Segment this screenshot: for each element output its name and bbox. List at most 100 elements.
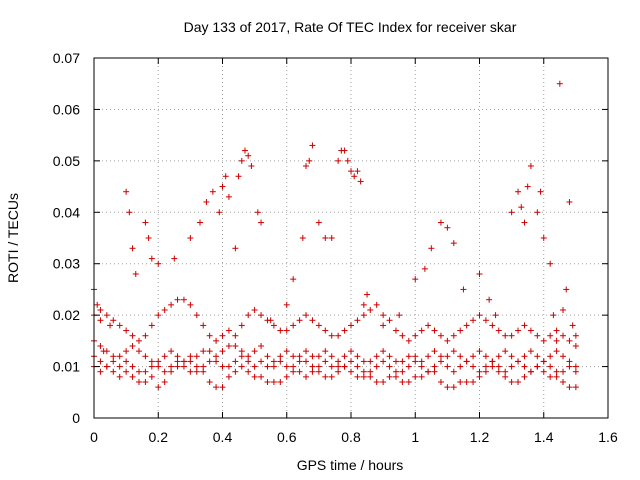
data-point [380, 358, 387, 365]
x-tick-label: 1.2 [470, 429, 490, 445]
data-point [123, 327, 130, 334]
data-point [97, 307, 104, 313]
data-point [518, 204, 525, 211]
data-point [515, 188, 522, 195]
data-point [444, 224, 451, 231]
data-point [360, 368, 367, 375]
data-point [556, 80, 563, 87]
data-point [348, 322, 354, 329]
data-point [222, 173, 229, 180]
data-point [238, 348, 245, 355]
data-point [572, 343, 579, 349]
data-point [174, 358, 181, 365]
data-point [155, 260, 162, 267]
data-point [357, 178, 364, 185]
data-point [450, 348, 457, 355]
data-point [110, 358, 117, 365]
data-point [572, 363, 579, 370]
data-point [560, 379, 567, 385]
data-point [335, 157, 342, 164]
data-point [135, 337, 142, 344]
data-point [315, 353, 322, 360]
y-tick-label: 0.03 [53, 256, 80, 272]
data-point [405, 363, 412, 370]
data-point [550, 312, 557, 319]
data-point [431, 327, 438, 334]
data-point [251, 373, 258, 380]
data-point [206, 358, 213, 365]
data-point [457, 379, 464, 385]
data-point [380, 312, 387, 319]
data-point [180, 296, 187, 303]
data-point [283, 373, 290, 380]
data-point [476, 271, 483, 277]
data-point [547, 332, 554, 339]
data-point [296, 358, 303, 365]
data-point [547, 363, 554, 370]
data-point [232, 343, 239, 349]
data-point [264, 317, 271, 324]
data-point [495, 363, 502, 370]
data-point [457, 353, 464, 360]
data-point [225, 327, 232, 334]
data-point [193, 363, 200, 370]
data-point [283, 301, 290, 308]
data-point [309, 363, 316, 370]
data-point [457, 363, 464, 370]
data-point [470, 317, 477, 324]
data-point [489, 322, 496, 329]
data-point [540, 337, 547, 344]
data-point [463, 322, 470, 329]
data-point [405, 353, 412, 360]
data-point [425, 353, 432, 360]
data-point [444, 363, 451, 370]
data-point [225, 373, 232, 380]
data-point [328, 353, 335, 360]
data-point [97, 317, 104, 324]
data-point [277, 358, 284, 365]
data-point [142, 332, 149, 339]
data-point [277, 379, 284, 385]
data-point [405, 337, 412, 344]
data-point [463, 379, 470, 385]
data-point [489, 358, 496, 365]
data-point [241, 147, 248, 154]
data-point [322, 358, 329, 365]
data-point [161, 379, 168, 385]
data-point [335, 332, 342, 339]
data-point [270, 322, 277, 329]
data-point [335, 368, 342, 375]
data-point [197, 219, 204, 226]
data-point [540, 368, 547, 375]
data-point [328, 363, 335, 370]
data-point [283, 363, 290, 370]
data-point [521, 322, 528, 329]
data-point [290, 363, 297, 370]
data-point [328, 235, 335, 241]
data-point [290, 276, 297, 283]
data-point [97, 368, 104, 375]
data-point [521, 353, 528, 360]
data-point [187, 301, 194, 308]
data-point [328, 373, 335, 380]
x-axis-ticks: 0 0.2 0.4 0.6 0.8 1 1.2 1.4 1.6 [90, 58, 618, 445]
data-point [482, 368, 489, 375]
data-point [386, 353, 393, 360]
data-point [399, 368, 406, 375]
data-point [155, 358, 162, 365]
data-point [322, 373, 329, 380]
y-tick-label: 0.06 [53, 101, 80, 117]
data-point [502, 368, 509, 375]
data-point [290, 322, 297, 329]
data-point [437, 379, 444, 385]
data-point [258, 343, 265, 349]
x-tick-label: 0.8 [341, 429, 361, 445]
data-point [418, 363, 425, 370]
data-point [174, 363, 181, 370]
data-point [251, 348, 258, 355]
data-point [392, 358, 399, 365]
data-point [527, 163, 534, 169]
data-point [392, 368, 399, 375]
data-point [482, 317, 489, 324]
data-point [354, 363, 361, 370]
